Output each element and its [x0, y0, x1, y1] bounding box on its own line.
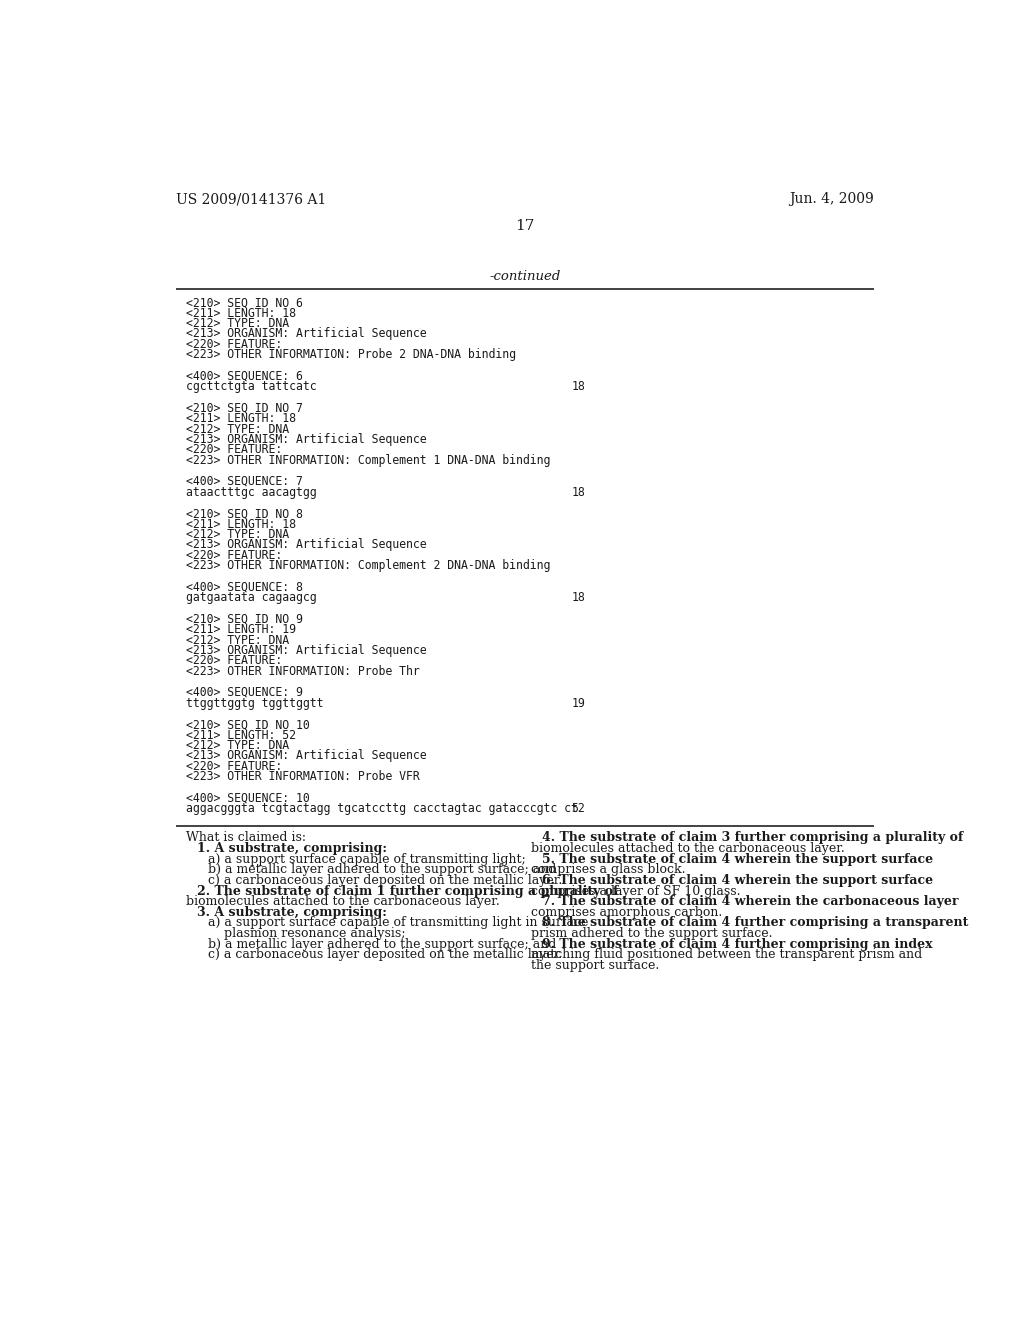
Text: 18: 18 — [571, 591, 585, 605]
Text: <400> SEQUENCE: 8: <400> SEQUENCE: 8 — [186, 581, 303, 594]
Text: 17: 17 — [515, 219, 535, 234]
Text: aggacgggta tcgtactagg tgcatccttg cacctagtac gatacccgtc ct: aggacgggta tcgtactagg tgcatccttg cacctag… — [186, 803, 578, 816]
Text: 3. A substrate, comprising:: 3. A substrate, comprising: — [197, 906, 387, 919]
Text: 7. The substrate of claim 4 wherein the carbonaceous layer: 7. The substrate of claim 4 wherein the … — [542, 895, 958, 908]
Text: <223> OTHER INFORMATION: Probe VFR: <223> OTHER INFORMATION: Probe VFR — [186, 770, 420, 783]
Text: <400> SEQUENCE: 10: <400> SEQUENCE: 10 — [186, 792, 310, 804]
Text: 9. The substrate of claim 4 further comprising an index: 9. The substrate of claim 4 further comp… — [542, 937, 933, 950]
Text: 1. A substrate, comprising:: 1. A substrate, comprising: — [197, 842, 387, 855]
Text: 4. The substrate of claim 3 further comprising a plurality of: 4. The substrate of claim 3 further comp… — [542, 832, 964, 845]
Text: <223> OTHER INFORMATION: Probe 2 DNA-DNA binding: <223> OTHER INFORMATION: Probe 2 DNA-DNA… — [186, 348, 516, 362]
Text: cgcttctgta tattcatc: cgcttctgta tattcatc — [186, 380, 316, 393]
Text: US 2009/0141376 A1: US 2009/0141376 A1 — [176, 193, 327, 206]
Text: 19: 19 — [571, 697, 585, 710]
Text: <213> ORGANISM: Artificial Sequence: <213> ORGANISM: Artificial Sequence — [186, 539, 427, 552]
Text: ttggttggtg tggttggtt: ttggttggtg tggttggtt — [186, 697, 324, 710]
Text: a) a support surface capable of transmitting light in surface: a) a support surface capable of transmit… — [208, 916, 588, 929]
Text: c) a carbonaceous layer deposited on the metallic layer.: c) a carbonaceous layer deposited on the… — [208, 874, 562, 887]
Text: <211> LENGTH: 18: <211> LENGTH: 18 — [186, 517, 296, 531]
Text: 5. The substrate of claim 4 wherein the support surface: 5. The substrate of claim 4 wherein the … — [542, 853, 933, 866]
Text: <210> SEQ ID NO 9: <210> SEQ ID NO 9 — [186, 612, 303, 626]
Text: plasmon resonance analysis;: plasmon resonance analysis; — [208, 927, 406, 940]
Text: 52: 52 — [571, 803, 585, 816]
Text: <220> FEATURE:: <220> FEATURE: — [186, 655, 283, 668]
Text: <213> ORGANISM: Artificial Sequence: <213> ORGANISM: Artificial Sequence — [186, 750, 427, 763]
Text: <210> SEQ ID NO 7: <210> SEQ ID NO 7 — [186, 401, 303, 414]
Text: <223> OTHER INFORMATION: Complement 2 DNA-DNA binding: <223> OTHER INFORMATION: Complement 2 DN… — [186, 560, 551, 572]
Text: the support surface.: the support surface. — [531, 958, 659, 972]
Text: <210> SEQ ID NO 8: <210> SEQ ID NO 8 — [186, 507, 303, 520]
Text: <213> ORGANISM: Artificial Sequence: <213> ORGANISM: Artificial Sequence — [186, 327, 427, 341]
Text: <212> TYPE: DNA: <212> TYPE: DNA — [186, 422, 289, 436]
Text: <212> TYPE: DNA: <212> TYPE: DNA — [186, 739, 289, 752]
Text: <220> FEATURE:: <220> FEATURE: — [186, 338, 283, 351]
Text: <400> SEQUENCE: 9: <400> SEQUENCE: 9 — [186, 686, 303, 698]
Text: 6. The substrate of claim 4 wherein the support surface: 6. The substrate of claim 4 wherein the … — [542, 874, 933, 887]
Text: 2. The substrate of claim 1 further comprising a plurality of: 2. The substrate of claim 1 further comp… — [197, 884, 618, 898]
Text: comprises amorphous carbon.: comprises amorphous carbon. — [531, 906, 722, 919]
Text: What is claimed is:: What is claimed is: — [186, 832, 306, 845]
Text: -continued: -continued — [489, 271, 560, 282]
Text: comprises a glass block.: comprises a glass block. — [531, 863, 685, 876]
Text: <220> FEATURE:: <220> FEATURE: — [186, 444, 283, 457]
Text: 8. The substrate of claim 4 further comprising a transparent: 8. The substrate of claim 4 further comp… — [542, 916, 969, 929]
Text: <223> OTHER INFORMATION: Probe Thr: <223> OTHER INFORMATION: Probe Thr — [186, 665, 420, 677]
Text: biomolecules attached to the carbonaceous layer.: biomolecules attached to the carbonaceou… — [531, 842, 845, 855]
Text: <213> ORGANISM: Artificial Sequence: <213> ORGANISM: Artificial Sequence — [186, 433, 427, 446]
Text: biomolecules attached to the carbonaceous layer.: biomolecules attached to the carbonaceou… — [186, 895, 500, 908]
Text: gatgaatata cagaagcg: gatgaatata cagaagcg — [186, 591, 316, 605]
Text: a) a support surface capable of transmitting light;: a) a support surface capable of transmit… — [208, 853, 525, 866]
Text: <211> LENGTH: 52: <211> LENGTH: 52 — [186, 729, 296, 742]
Text: 18: 18 — [571, 486, 585, 499]
Text: <220> FEATURE:: <220> FEATURE: — [186, 549, 283, 562]
Text: c) a carbonaceous layer deposited on the metallic layer.: c) a carbonaceous layer deposited on the… — [208, 948, 562, 961]
Text: <400> SEQUENCE: 6: <400> SEQUENCE: 6 — [186, 370, 303, 383]
Text: <210> SEQ ID NO 6: <210> SEQ ID NO 6 — [186, 296, 303, 309]
Text: comprises a layer of SF 10 glass.: comprises a layer of SF 10 glass. — [531, 884, 740, 898]
Text: <220> FEATURE:: <220> FEATURE: — [186, 760, 283, 772]
Text: <213> ORGANISM: Artificial Sequence: <213> ORGANISM: Artificial Sequence — [186, 644, 427, 657]
Text: <211> LENGTH: 18: <211> LENGTH: 18 — [186, 306, 296, 319]
Text: <400> SEQUENCE: 7: <400> SEQUENCE: 7 — [186, 475, 303, 488]
Text: b) a metallic layer adhered to the support surface; and: b) a metallic layer adhered to the suppo… — [208, 937, 556, 950]
Text: <210> SEQ ID NO 10: <210> SEQ ID NO 10 — [186, 718, 310, 731]
Text: Jun. 4, 2009: Jun. 4, 2009 — [788, 193, 873, 206]
Text: prism adhered to the support surface.: prism adhered to the support surface. — [531, 927, 772, 940]
Text: 18: 18 — [571, 380, 585, 393]
Text: b) a metallic layer adhered to the support surface; and: b) a metallic layer adhered to the suppo… — [208, 863, 556, 876]
Text: matching fluid positioned between the transparent prism and: matching fluid positioned between the tr… — [531, 948, 923, 961]
Text: <212> TYPE: DNA: <212> TYPE: DNA — [186, 317, 289, 330]
Text: <223> OTHER INFORMATION: Complement 1 DNA-DNA binding: <223> OTHER INFORMATION: Complement 1 DN… — [186, 454, 551, 467]
Text: <211> LENGTH: 19: <211> LENGTH: 19 — [186, 623, 296, 636]
Text: ataactttgc aacagtgg: ataactttgc aacagtgg — [186, 486, 316, 499]
Text: <211> LENGTH: 18: <211> LENGTH: 18 — [186, 412, 296, 425]
Text: <212> TYPE: DNA: <212> TYPE: DNA — [186, 634, 289, 647]
Text: <212> TYPE: DNA: <212> TYPE: DNA — [186, 528, 289, 541]
